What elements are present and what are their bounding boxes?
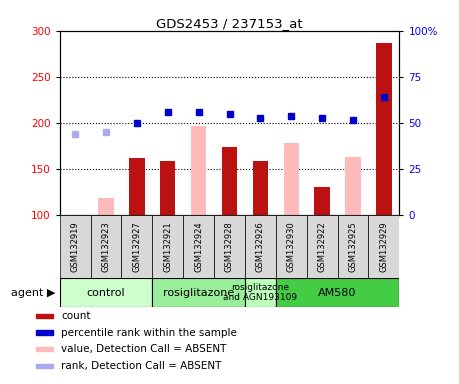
Bar xyxy=(307,215,337,278)
Bar xyxy=(214,215,245,278)
Title: GDS2453 / 237153_at: GDS2453 / 237153_at xyxy=(156,17,303,30)
Bar xyxy=(60,215,90,278)
Bar xyxy=(60,278,152,307)
Text: rosiglitazone
and AGN193109: rosiglitazone and AGN193109 xyxy=(224,283,297,303)
Text: value, Detection Call = ABSENT: value, Detection Call = ABSENT xyxy=(61,344,226,354)
Text: rank, Detection Call = ABSENT: rank, Detection Call = ABSENT xyxy=(61,361,221,371)
Bar xyxy=(191,126,207,215)
Bar xyxy=(369,215,399,278)
Text: GSM132924: GSM132924 xyxy=(194,222,203,272)
Bar xyxy=(36,314,52,318)
Bar xyxy=(36,364,52,368)
Bar xyxy=(245,278,276,307)
Bar xyxy=(276,278,399,307)
Text: GSM132919: GSM132919 xyxy=(71,222,79,272)
Text: agent ▶: agent ▶ xyxy=(11,288,55,298)
Text: GSM132930: GSM132930 xyxy=(287,221,296,272)
Bar xyxy=(90,215,122,278)
Bar xyxy=(122,215,152,278)
Bar xyxy=(284,143,299,215)
Text: GSM132926: GSM132926 xyxy=(256,221,265,272)
Text: GSM132925: GSM132925 xyxy=(348,222,358,272)
Bar xyxy=(245,215,276,278)
Bar xyxy=(314,187,330,215)
Bar xyxy=(345,157,361,215)
Bar xyxy=(337,215,369,278)
Bar xyxy=(129,158,145,215)
Text: rosiglitazone: rosiglitazone xyxy=(163,288,234,298)
Bar xyxy=(183,215,214,278)
Bar xyxy=(36,331,52,334)
Text: GSM132923: GSM132923 xyxy=(101,221,111,272)
Bar xyxy=(36,347,52,351)
Text: GSM132922: GSM132922 xyxy=(318,222,327,272)
Text: percentile rank within the sample: percentile rank within the sample xyxy=(61,328,237,338)
Bar xyxy=(222,147,237,215)
Bar xyxy=(98,197,114,215)
Bar xyxy=(152,215,183,278)
Bar xyxy=(276,215,307,278)
Text: GSM132928: GSM132928 xyxy=(225,221,234,272)
Text: GSM132927: GSM132927 xyxy=(132,221,141,272)
Bar xyxy=(160,161,175,215)
Text: GSM132921: GSM132921 xyxy=(163,222,172,272)
Text: count: count xyxy=(61,311,90,321)
Bar xyxy=(376,43,392,215)
Bar xyxy=(152,278,245,307)
Text: control: control xyxy=(87,288,125,298)
Text: AM580: AM580 xyxy=(319,288,357,298)
Text: GSM132929: GSM132929 xyxy=(380,222,388,272)
Bar xyxy=(252,161,268,215)
